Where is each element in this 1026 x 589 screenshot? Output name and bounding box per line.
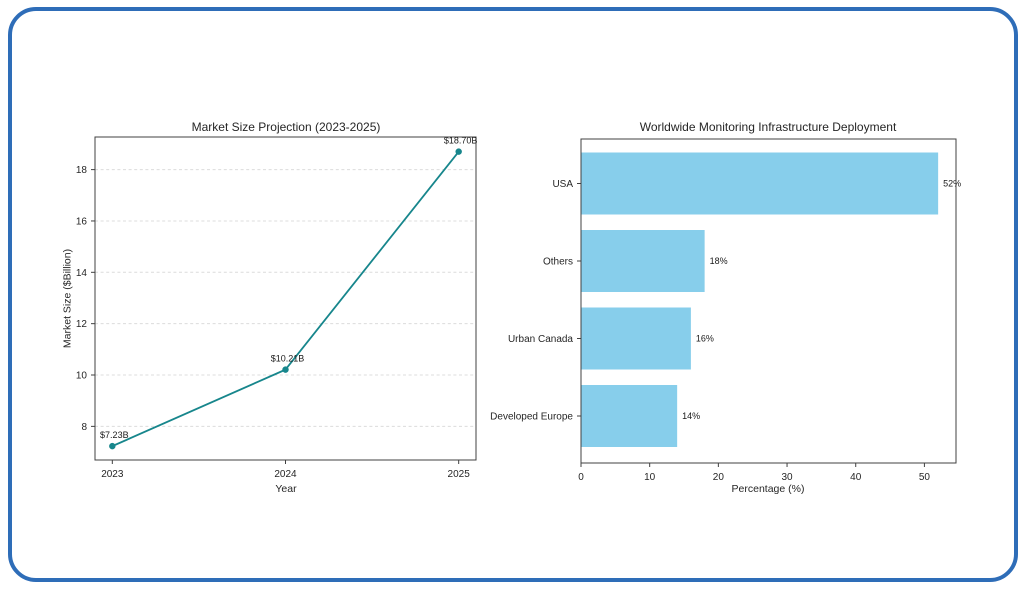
x-tick-label: 2025	[448, 469, 471, 480]
plot-border	[580, 138, 957, 464]
x-tick-label: 40	[850, 472, 862, 483]
y-tick-label: 12	[76, 319, 88, 330]
x-tick-label: 20	[713, 472, 725, 483]
data-point-marker	[282, 366, 289, 373]
data-point-marker	[109, 442, 116, 450]
y-tick-label: 16	[76, 216, 88, 227]
y-tick-label: 18	[76, 165, 88, 176]
bar	[581, 230, 705, 292]
category-label: Others	[543, 257, 573, 268]
category-label: Developed Europe	[490, 412, 573, 423]
bar-chart-xlabel: Percentage (%)	[731, 483, 805, 495]
bar-value-label: 14%	[682, 411, 700, 421]
bar-value-label: 16%	[696, 334, 714, 344]
bar-value-label: 52%	[943, 179, 961, 189]
bar	[581, 307, 691, 370]
bar-chart-title: Worldwide Monitoring Infrastructure Depl…	[639, 120, 897, 134]
x-tick-label: 10	[644, 472, 656, 483]
bar	[581, 152, 939, 215]
data-point-label: $10.21B	[271, 354, 305, 364]
plot-border	[94, 136, 477, 461]
data-point-marker	[455, 148, 462, 155]
x-tick-label: 30	[781, 472, 793, 483]
data-point-label: $18.70B	[444, 136, 478, 146]
category-label: USA	[552, 179, 573, 190]
dashboard-card	[8, 7, 1018, 582]
category-label: Urban Canada	[508, 334, 573, 345]
x-tick-label: 50	[919, 472, 931, 483]
y-tick-label: 8	[81, 422, 87, 433]
bar-value-label: 18%	[710, 256, 728, 266]
x-tick-label: 0	[578, 472, 584, 483]
x-tick-label: 2023	[101, 469, 124, 480]
bar	[581, 385, 678, 447]
line-chart-title: Market Size Projection (2023-2025)	[191, 120, 381, 134]
y-tick-label: 14	[76, 268, 88, 279]
data-point-label: $7.23B	[100, 430, 129, 440]
y-tick-label: 10	[76, 371, 88, 382]
trend-line	[111, 151, 460, 447]
x-tick-label: 2024	[274, 469, 297, 480]
line-chart-xlabel: Year	[275, 483, 297, 495]
